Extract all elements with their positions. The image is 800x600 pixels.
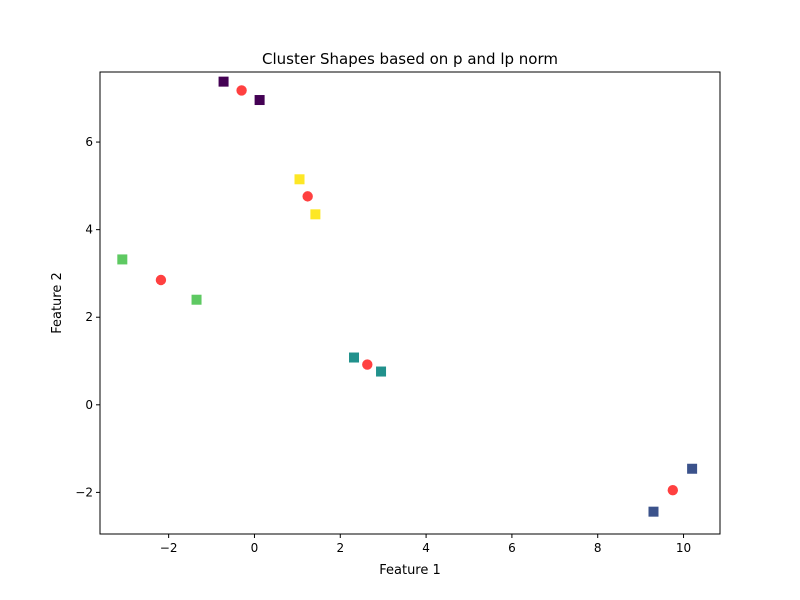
square-point [648, 506, 659, 517]
plot-area [99, 71, 721, 535]
x-tick-label: 2 [336, 541, 344, 555]
y-tick-label: 4 [85, 223, 93, 237]
x-tick-label: 0 [251, 541, 259, 555]
circle-point [667, 485, 679, 496]
y-tick-label: 6 [85, 135, 93, 149]
square-point [294, 174, 305, 185]
x-axis-label: Feature 1 [379, 563, 441, 578]
chart-title: Cluster Shapes based on p and lp norm [262, 50, 558, 68]
x-tick-label: 10 [676, 541, 691, 555]
circle-point [155, 274, 167, 286]
square-point [349, 352, 360, 363]
x-axis: −2 0 2 4 6 8 10 [160, 534, 691, 555]
x-tick-label: 4 [422, 541, 430, 555]
y-tick-label: 2 [85, 310, 93, 324]
square-point [254, 95, 265, 106]
square-point [376, 366, 387, 377]
x-tick-label: −2 [160, 541, 178, 555]
circle-point [236, 85, 247, 96]
circle-point [362, 359, 373, 370]
square-point [191, 294, 202, 305]
y-tick-label: 0 [85, 398, 93, 412]
y-tick-label: −2 [75, 485, 93, 499]
square-point [687, 463, 698, 474]
y-axis: −2 0 2 4 6 [75, 135, 100, 499]
x-tick-label: 6 [508, 541, 516, 555]
data-marks [117, 76, 698, 517]
y-axis-label: Feature 2 [50, 272, 65, 334]
axes-frame [99, 71, 721, 535]
circle-point [302, 191, 313, 202]
square-point [117, 254, 128, 265]
square-point [218, 76, 229, 87]
x-tick-label: 8 [594, 541, 602, 555]
square-point [310, 209, 321, 220]
